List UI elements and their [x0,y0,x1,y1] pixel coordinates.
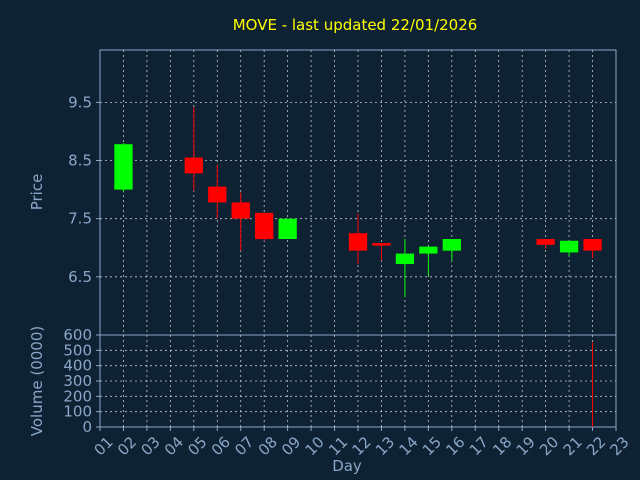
candle-body [278,218,297,240]
price-tick-label: 8.5 [68,152,92,170]
candle-body [184,157,203,174]
volume-tick-label: 200 [63,387,92,405]
x-tick-label: 15 [419,433,445,459]
x-tick-label: 23 [607,433,633,459]
x-tick-label: 03 [137,433,163,459]
volume-tick-label: 0 [82,418,92,436]
candle-body [255,212,274,240]
x-tick-label: 20 [536,433,562,459]
candle-body [348,233,368,251]
volume-tick-label: 600 [63,326,92,344]
price-panel-frame [99,49,617,336]
x-tick-label: 12 [349,433,375,459]
candle-body [208,186,227,203]
x-tick-label: 13 [372,433,398,459]
x-tick-label: 11 [325,433,351,459]
price-tick-label: 9.5 [68,93,92,111]
chart-title: MOVE - last updated 22/01/2026 [233,16,478,34]
price-tick-label: 6.5 [68,268,92,286]
price-axis-label: Price [28,174,46,211]
x-tick-label: 21 [560,433,586,459]
x-tick-label: 18 [489,433,515,459]
volume-tick-label: 300 [63,372,92,390]
x-tick-label: 14 [395,433,421,459]
volume-tick-label: 400 [63,357,92,375]
candle-body [114,144,133,190]
candle-body [419,246,438,254]
candle-body [231,202,250,219]
volume-tick-label: 500 [63,341,92,359]
x-tick-label: 05 [184,433,210,459]
x-tick-label: 19 [513,433,539,459]
x-tick-label: 17 [466,433,492,459]
x-tick-label: 07 [231,433,257,459]
x-tick-label: 08 [255,433,281,459]
candle-body [559,240,579,253]
candle-body [536,239,555,245]
x-tick-label: 06 [208,433,234,459]
x-tick-label: 10 [302,433,328,459]
candle-body [442,239,461,251]
x-tick-label: 04 [161,433,187,459]
candle-body [395,253,415,265]
x-tick-label: 01 [91,433,117,459]
volume-tick-label: 100 [63,403,92,421]
x-tick-label: 16 [442,433,468,459]
x-tick-label: 09 [278,433,304,459]
candle-body [372,243,391,246]
x-tick-label: 02 [114,433,140,459]
x-axis-label: Day [332,457,362,475]
candle-body [583,239,602,251]
price-tick-label: 7.5 [68,210,92,228]
volume-axis-label: Volume (0000) [28,326,46,436]
plot-layer: 6.57.58.59.50100200300400500600010203040… [63,49,633,459]
x-tick-label: 22 [583,433,609,459]
